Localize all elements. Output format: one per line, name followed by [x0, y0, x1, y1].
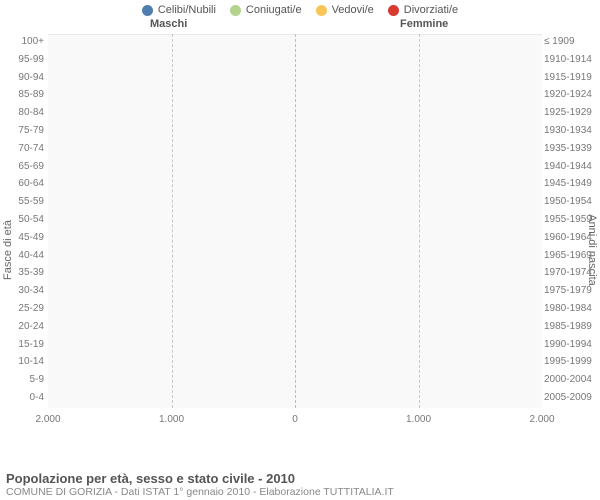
- legend-swatch: [230, 5, 241, 16]
- age-label: 10-14: [12, 357, 44, 367]
- female-label: Femmine: [400, 18, 448, 30]
- age-label: 45-49: [12, 233, 44, 243]
- birth-label: 1930-1934: [544, 126, 598, 136]
- age-label: 90-94: [12, 73, 44, 83]
- age-row: [48, 141, 542, 159]
- x-tick-label: 1.000: [406, 414, 431, 425]
- age-row: [48, 34, 542, 52]
- age-label: 95-99: [12, 55, 44, 65]
- age-label: 85-89: [12, 90, 44, 100]
- age-label: 30-34: [12, 286, 44, 296]
- birth-label: 1920-1924: [544, 90, 598, 100]
- birth-label: 1950-1954: [544, 197, 598, 207]
- legend-item: Coniugati/e: [230, 4, 302, 16]
- age-row: [48, 52, 542, 70]
- birth-label: 1945-1949: [544, 179, 598, 189]
- legend-label: Divorziati/e: [404, 4, 458, 16]
- age-row: [48, 248, 542, 266]
- birth-label: 1955-1959: [544, 215, 598, 225]
- age-label: 55-59: [12, 197, 44, 207]
- age-row: [48, 230, 542, 248]
- age-label: 35-39: [12, 268, 44, 278]
- age-row: [48, 372, 542, 390]
- age-label: 100+: [12, 37, 44, 47]
- plot: 0-42005-20095-92000-200410-141995-199915…: [48, 34, 542, 408]
- legend: Celibi/Nubili Coniugati/e Vedovi/e Divorzia…: [0, 0, 600, 16]
- age-row: [48, 283, 542, 301]
- x-tick-label: 2.000: [529, 414, 554, 425]
- age-label: 80-84: [12, 108, 44, 118]
- legend-item: Celibi/Nubili: [142, 4, 216, 16]
- legend-swatch: [388, 5, 399, 16]
- legend-swatch: [142, 5, 153, 16]
- birth-label: 1975-1979: [544, 286, 598, 296]
- age-label: 0-4: [12, 393, 44, 403]
- age-row: [48, 319, 542, 337]
- age-row: [48, 159, 542, 177]
- birth-label: 1925-1929: [544, 108, 598, 118]
- chart-area: 0-42005-20095-92000-200410-141995-199915…: [48, 34, 542, 434]
- age-row: [48, 354, 542, 372]
- x-tick-label: 2.000: [35, 414, 60, 425]
- age-row: [48, 176, 542, 194]
- age-label: 65-69: [12, 162, 44, 172]
- age-row: [48, 194, 542, 212]
- legend-item: Divorziati/e: [388, 4, 458, 16]
- legend-item: Vedovi/e: [316, 4, 374, 16]
- age-label: 25-29: [12, 304, 44, 314]
- birth-label: 1935-1939: [544, 144, 598, 154]
- birth-label: 1910-1914: [544, 55, 598, 65]
- birth-label: 1940-1944: [544, 162, 598, 172]
- birth-label: 2000-2004: [544, 375, 598, 385]
- birth-label: 1985-1989: [544, 322, 598, 332]
- age-row: [48, 70, 542, 88]
- age-label: 20-24: [12, 322, 44, 332]
- legend-label: Vedovi/e: [332, 4, 374, 16]
- x-axis: 2.0001.00001.0002.000: [48, 408, 542, 434]
- age-row: [48, 390, 542, 408]
- birth-label: 1915-1919: [544, 73, 598, 83]
- age-label: 70-74: [12, 144, 44, 154]
- x-tick-label: 0: [292, 414, 298, 425]
- legend-swatch: [316, 5, 327, 16]
- age-row: [48, 123, 542, 141]
- birth-label: ≤ 1909: [544, 37, 598, 47]
- chart-title: Popolazione per età, sesso e stato civil…: [6, 471, 594, 486]
- legend-label: Coniugati/e: [246, 4, 302, 16]
- birth-label: 1960-1964: [544, 233, 598, 243]
- age-label: 40-44: [12, 251, 44, 261]
- age-label: 15-19: [12, 340, 44, 350]
- age-label: 75-79: [12, 126, 44, 136]
- birth-label: 1965-1969: [544, 251, 598, 261]
- birth-label: 1980-1984: [544, 304, 598, 314]
- x-tick-label: 1.000: [159, 414, 184, 425]
- birth-label: 1990-1994: [544, 340, 598, 350]
- age-row: [48, 212, 542, 230]
- age-row: [48, 301, 542, 319]
- age-row: [48, 337, 542, 355]
- age-label: 60-64: [12, 179, 44, 189]
- age-row: [48, 265, 542, 283]
- chart-subtitle: COMUNE DI GORIZIA - Dati ISTAT 1° gennai…: [6, 486, 594, 498]
- age-row: [48, 105, 542, 123]
- gender-header: Maschi Femmine: [0, 16, 600, 34]
- birth-label: 1970-1974: [544, 268, 598, 278]
- footer: Popolazione per età, sesso e stato civil…: [6, 471, 594, 498]
- birth-label: 1995-1999: [544, 357, 598, 367]
- age-row: [48, 87, 542, 105]
- age-label: 50-54: [12, 215, 44, 225]
- legend-label: Celibi/Nubili: [158, 4, 216, 16]
- male-label: Maschi: [150, 18, 187, 30]
- pyramid-container: Celibi/Nubili Coniugati/e Vedovi/e Divorzia…: [0, 0, 600, 500]
- birth-label: 2005-2009: [544, 393, 598, 403]
- age-label: 5-9: [12, 375, 44, 385]
